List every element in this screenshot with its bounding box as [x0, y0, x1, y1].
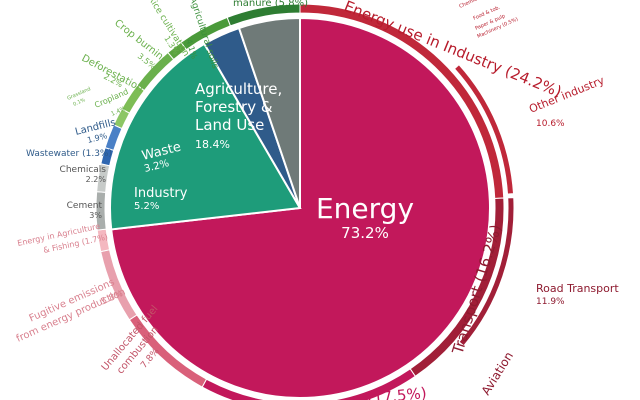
agriculture-label-line1: Agriculture,	[195, 80, 282, 98]
outer-ring-group	[95, 3, 515, 400]
wastewater-label: Wastewater (1.3%)	[26, 149, 112, 159]
agriculture-label-line3: Land Use	[195, 116, 264, 134]
road-transport-ring	[458, 197, 515, 347]
agriculture-label-line2: Forestry &	[195, 98, 273, 116]
chemical-subsector-label: Chemical	[458, 0, 482, 10]
energy-buildings-label: (17.5%)	[367, 384, 428, 400]
road-transport-label: Road Transport	[536, 282, 619, 295]
chemicals-value: 2.2%	[86, 175, 107, 184]
cement-label: Cement	[67, 201, 103, 211]
road-transport-value: 11.9%	[536, 297, 565, 307]
agriculture-value: 18.4%	[195, 138, 230, 151]
sector-labels: Energy 73.2% Agriculture, Forestry & Lan…	[134, 80, 414, 242]
energy-value: 73.2%	[341, 224, 389, 242]
cement-value: 3%	[89, 211, 102, 220]
industry-value: 5.2%	[134, 201, 159, 212]
energy-label: Energy	[316, 192, 414, 225]
other-industry-value: 10.6%	[536, 119, 565, 129]
other-industry-ring	[453, 63, 515, 195]
livestock-label: manure (5.8%)	[233, 0, 308, 9]
pie-group	[109, 16, 491, 399]
agriculture-forestry-land-use-slice	[109, 42, 302, 231]
industry-slice	[237, 16, 301, 209]
chemicals-label: Chemicals	[60, 165, 107, 175]
livestock-manure-ring	[226, 3, 301, 27]
aviation-label: Aviation	[479, 349, 516, 397]
industry-label: Industry	[134, 186, 188, 201]
grassland-value: 0.1%	[72, 97, 86, 108]
